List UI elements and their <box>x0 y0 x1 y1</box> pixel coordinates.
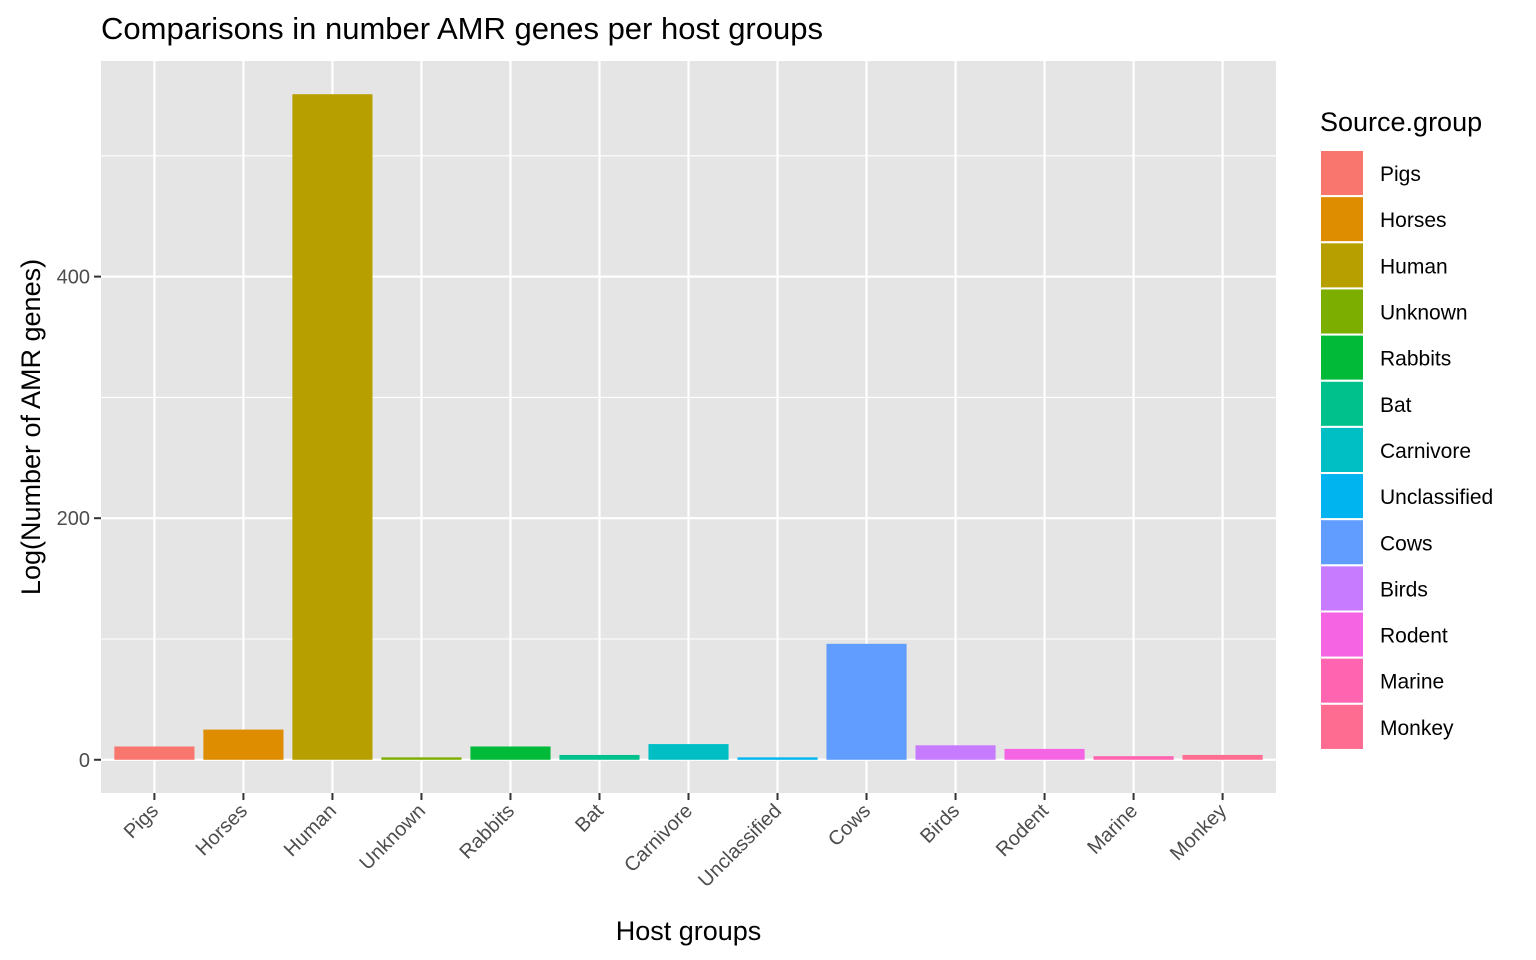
bar-cows <box>826 643 907 760</box>
legend-key-pigs <box>1319 149 1365 198</box>
x-tick-label: Unclassified <box>694 800 786 892</box>
legend-label: Unknown <box>1380 302 1468 325</box>
bar-rodent <box>1004 748 1085 760</box>
legend-key-bat <box>1319 379 1365 428</box>
x-tick-label: Carnivore <box>620 800 697 877</box>
bar-marine <box>1093 756 1174 760</box>
chart-title: Comparisons in number AMR genes per host… <box>101 11 823 46</box>
bar-rabbits <box>470 746 551 760</box>
legend-key-cows <box>1319 518 1365 567</box>
bar-monkey <box>1182 754 1263 760</box>
x-tick-label: Cows <box>824 800 875 851</box>
legend-label: Horses <box>1380 209 1447 232</box>
legend-label: Rodent <box>1380 625 1448 648</box>
x-tick-label: Marine <box>1083 800 1142 859</box>
legend-key-carnivore <box>1319 425 1365 475</box>
legend-key-rodent <box>1319 610 1365 659</box>
legend-label: Bat <box>1380 394 1412 417</box>
x-tick-label: Rabbits <box>455 800 519 864</box>
y-axis-title: Log(Number of AMR genes) <box>16 259 46 595</box>
legend-key-birds <box>1319 564 1365 613</box>
x-tick-label: Human <box>280 800 341 861</box>
bar-unknown <box>381 757 462 760</box>
legend-label: Monkey <box>1380 717 1454 740</box>
legend-label: Rabbits <box>1380 348 1451 371</box>
y-tick-label: 200 <box>57 508 90 530</box>
legend-key-monkey <box>1319 702 1365 751</box>
x-tick-label: Horses <box>192 800 252 860</box>
bar-bat <box>559 754 640 760</box>
legend-label: Human <box>1380 255 1448 278</box>
legend-key-rabbits <box>1319 333 1365 382</box>
x-tick-label: Pigs <box>120 800 163 843</box>
bar-birds <box>915 745 996 760</box>
y-tick-label: 0 <box>79 750 90 772</box>
bar-horses <box>203 729 284 760</box>
legend: Source.group Pigs Horses Human Unknown Rabbi… <box>1319 107 1493 751</box>
bar-carnivore <box>648 744 729 760</box>
bar-human <box>292 94 373 760</box>
legend-label: Unclassified <box>1380 486 1493 509</box>
legend-key-unknown <box>1319 287 1365 336</box>
legend-label: Cows <box>1380 532 1433 555</box>
x-tick-label: Rodent <box>992 800 1053 861</box>
legend-key-marine <box>1319 656 1365 705</box>
legend-label: Birds <box>1380 578 1428 601</box>
x-axis-title: Host groups <box>616 916 762 946</box>
bar-unclassified <box>737 757 818 760</box>
bars <box>114 94 1263 760</box>
x-tick-label: Unknown <box>355 800 430 875</box>
legend-key-horses <box>1319 195 1365 244</box>
bar-pigs <box>114 746 195 760</box>
x-tick-label: Monkey <box>1166 800 1231 865</box>
legend-key-unclassified <box>1319 472 1365 521</box>
legend-title: Source.group <box>1320 107 1482 137</box>
legend-label: Carnivore <box>1380 440 1471 463</box>
legend-label: Marine <box>1380 671 1444 694</box>
y-tick-label: 400 <box>57 267 90 289</box>
x-tick-label: Birds <box>916 800 964 848</box>
legend-label: Pigs <box>1380 163 1421 186</box>
x-tick-label: Bat <box>571 800 608 837</box>
legend-key-human <box>1319 241 1365 290</box>
